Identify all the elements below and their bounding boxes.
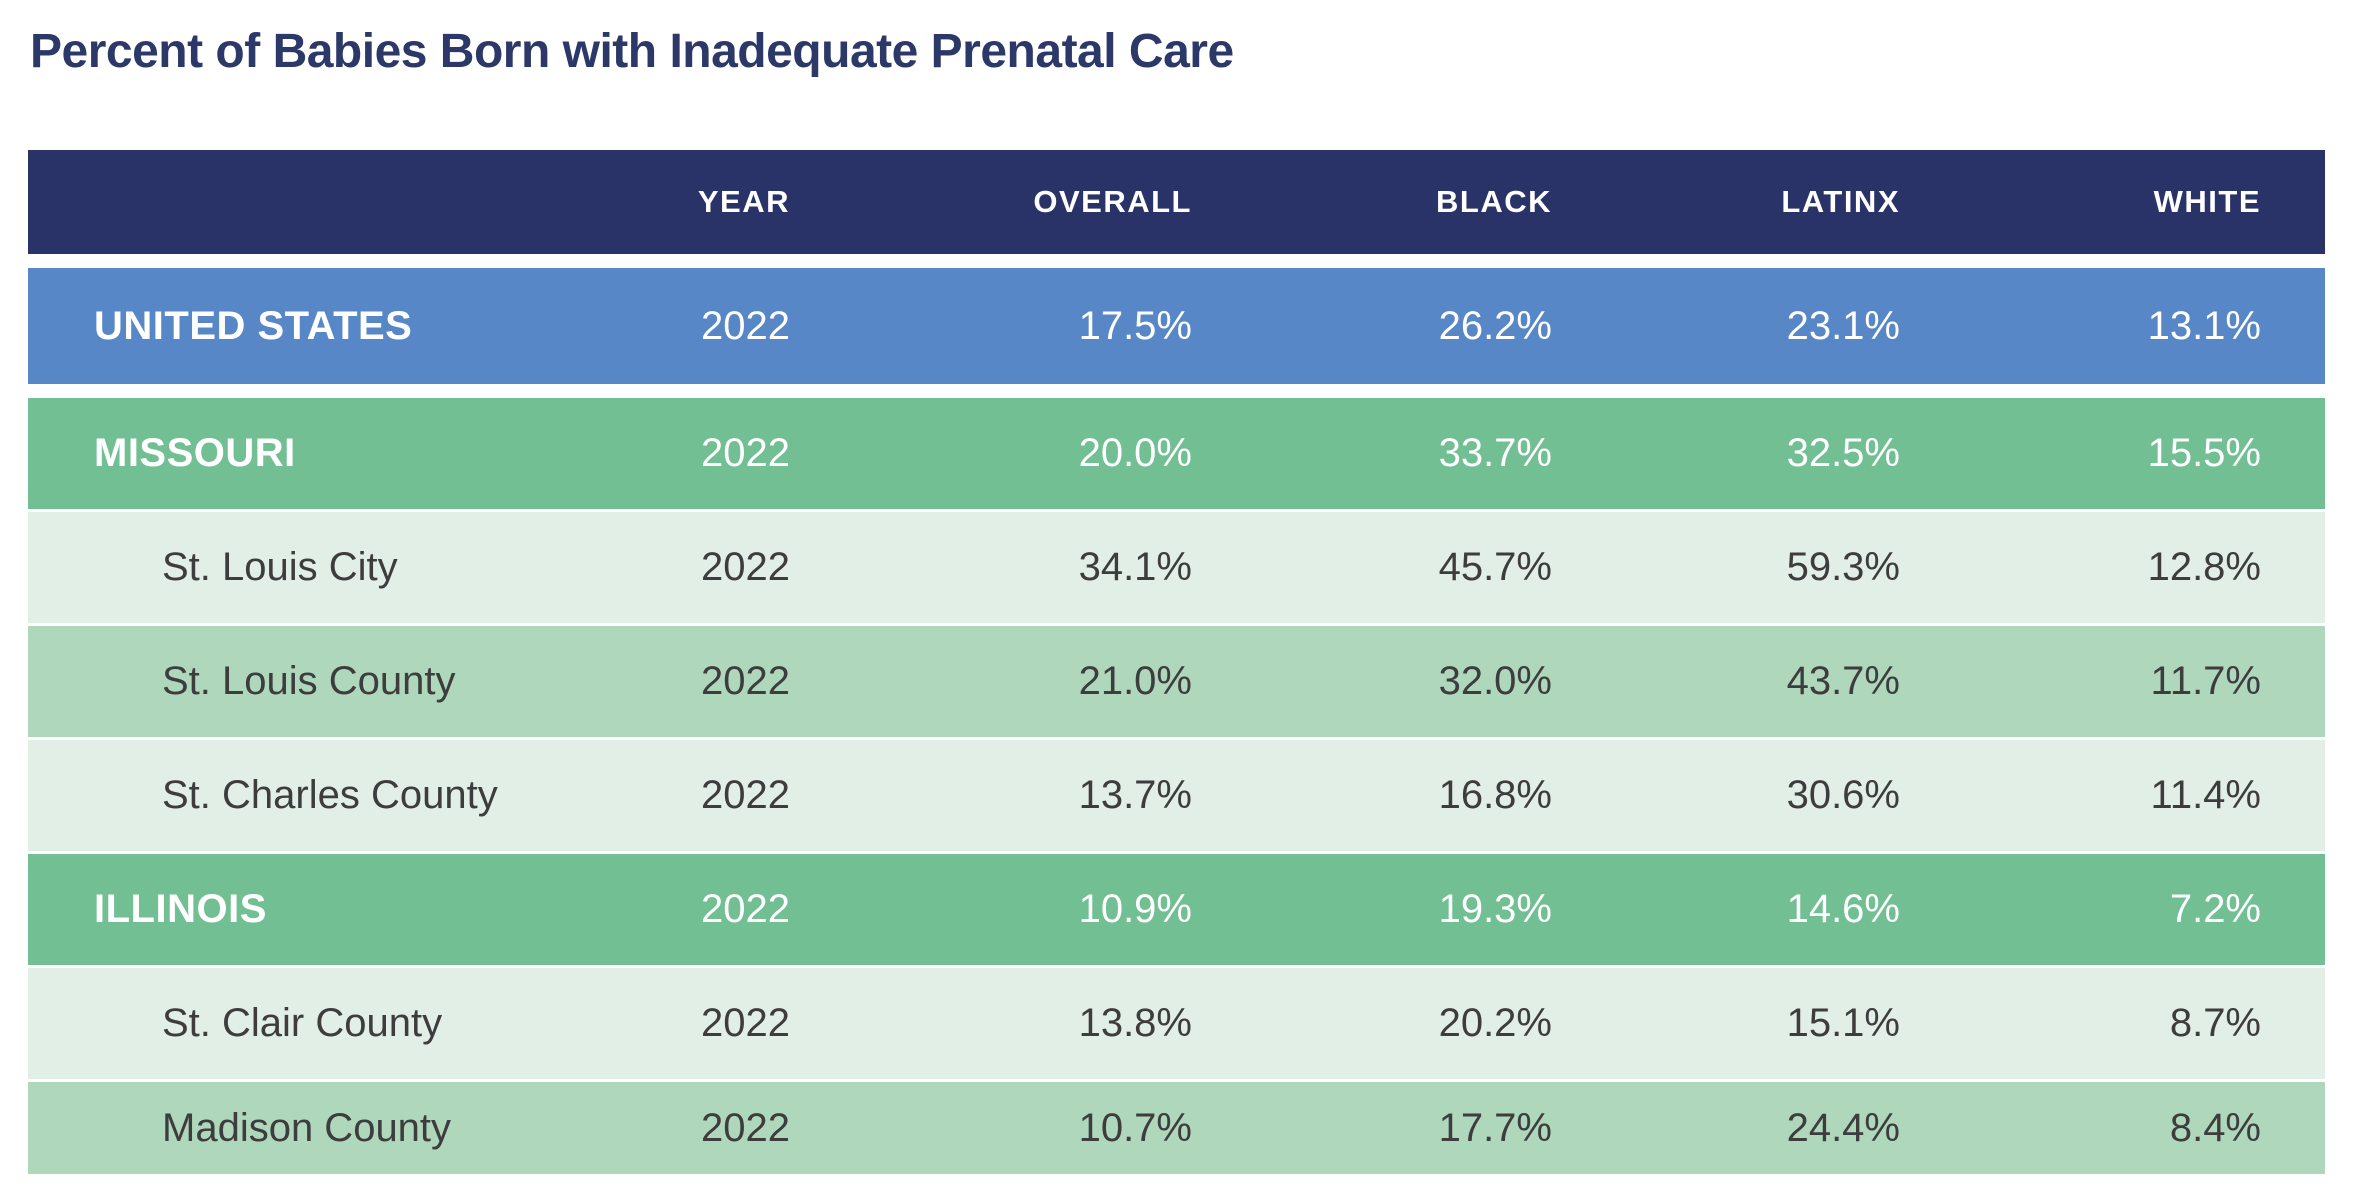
row-label: UNITED STATES: [94, 303, 413, 348]
year-value: 2022: [701, 887, 790, 931]
year-value: 2022: [701, 1105, 790, 1150]
white-value: 15.5%: [2147, 431, 2261, 475]
white-value: 7.2%: [2169, 887, 2261, 931]
latinx-value: 14.6%: [1786, 887, 1900, 931]
black-value: 20.2%: [1438, 1001, 1552, 1045]
row-label: St. Louis City: [162, 545, 398, 589]
row-label: St. Charles County: [162, 773, 498, 817]
column-header-white: WHITE: [2153, 184, 2261, 219]
overall-value: 10.7%: [1078, 1105, 1192, 1150]
column-header-overall: OVERALL: [1033, 184, 1192, 219]
white-value: 8.7%: [2169, 1001, 2261, 1045]
column-header-year: YEAR: [697, 184, 790, 219]
table-row-missouri: MISSOURI 2022 20.0% 33.7% 32.5% 15.5%: [28, 398, 2325, 512]
table-row-st-clair-county: St. Clair County 2022 13.8% 20.2% 15.1% …: [28, 968, 2325, 1082]
white-value: 13.1%: [2147, 303, 2261, 348]
row-label: St. Clair County: [162, 1001, 443, 1045]
table-row-st-louis-county: St. Louis County 2022 21.0% 32.0% 43.7% …: [28, 626, 2325, 740]
row-label: Madison County: [162, 1105, 452, 1150]
latinx-value: 32.5%: [1786, 431, 1900, 475]
overall-value: 13.8%: [1078, 1001, 1192, 1045]
latinx-value: 43.7%: [1786, 659, 1900, 703]
overall-value: 34.1%: [1078, 545, 1192, 589]
white-value: 8.4%: [2169, 1105, 2261, 1150]
year-value: 2022: [701, 1001, 790, 1045]
latinx-value: 23.1%: [1786, 303, 1900, 348]
black-value: 17.7%: [1438, 1105, 1552, 1150]
year-value: 2022: [701, 545, 790, 589]
black-value: 19.3%: [1438, 887, 1552, 931]
year-value: 2022: [701, 431, 790, 475]
row-label: ILLINOIS: [94, 887, 267, 931]
overall-value: 13.7%: [1078, 773, 1192, 817]
overall-value: 20.0%: [1078, 431, 1192, 475]
black-value: 16.8%: [1438, 773, 1552, 817]
latinx-value: 15.1%: [1786, 1001, 1900, 1045]
row-label: St. Louis County: [162, 659, 456, 703]
year-value: 2022: [701, 659, 790, 703]
overall-value: 10.9%: [1078, 887, 1192, 931]
column-header-latinx: LATINX: [1781, 184, 1900, 219]
black-value: 45.7%: [1438, 545, 1552, 589]
latinx-value: 59.3%: [1786, 545, 1900, 589]
table-row-united-states: UNITED STATES 2022 17.5% 26.2% 23.1% 13.…: [28, 268, 2325, 384]
white-value: 12.8%: [2147, 545, 2261, 589]
prenatal-care-table: YEAR OVERALL BLACK LATINX WHITE UNITED S…: [28, 150, 2325, 1174]
table-row-st-louis-city: St. Louis City 2022 34.1% 45.7% 59.3% 12…: [28, 512, 2325, 626]
table-row-st-charles-county: St. Charles County 2022 13.7% 16.8% 30.6…: [28, 740, 2325, 854]
overall-value: 17.5%: [1078, 303, 1192, 348]
row-label: MISSOURI: [94, 431, 296, 475]
table-row-illinois: ILLINOIS 2022 10.9% 19.3% 14.6% 7.2%: [28, 854, 2325, 968]
black-value: 26.2%: [1438, 303, 1552, 348]
latinx-value: 30.6%: [1786, 773, 1900, 817]
table-row-madison-county: Madison County 2022 10.7% 17.7% 24.4% 8.…: [28, 1082, 2325, 1174]
table-header-row: YEAR OVERALL BLACK LATINX WHITE: [28, 150, 2325, 254]
overall-value: 21.0%: [1078, 659, 1192, 703]
year-value: 2022: [701, 303, 790, 348]
white-value: 11.4%: [2150, 773, 2261, 817]
column-header-black: BLACK: [1436, 184, 1552, 219]
latinx-value: 24.4%: [1786, 1105, 1900, 1150]
black-value: 32.0%: [1438, 659, 1552, 703]
white-value: 11.7%: [2150, 659, 2261, 703]
year-value: 2022: [701, 773, 790, 817]
black-value: 33.7%: [1438, 431, 1552, 475]
page-title: Percent of Babies Born with Inadequate P…: [30, 25, 1234, 78]
